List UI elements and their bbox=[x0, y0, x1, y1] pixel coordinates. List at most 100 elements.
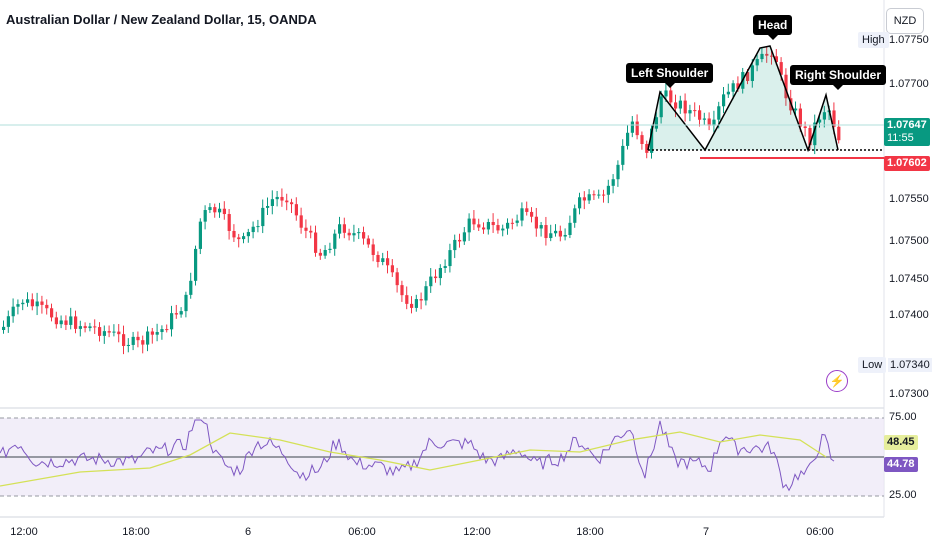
candle-body bbox=[21, 302, 25, 305]
candle-body bbox=[621, 145, 625, 165]
candle-body bbox=[587, 194, 591, 201]
countdown-timer: 11:55 bbox=[887, 132, 914, 144]
candle-body bbox=[765, 53, 769, 56]
candle-body bbox=[818, 119, 822, 123]
candle-body bbox=[837, 126, 841, 141]
candle-body bbox=[208, 207, 212, 211]
candle-body bbox=[102, 331, 106, 336]
candle-body bbox=[453, 239, 457, 251]
candle-body bbox=[563, 234, 567, 237]
candle-body bbox=[654, 117, 658, 129]
candle-body bbox=[458, 239, 462, 242]
candle-body bbox=[683, 100, 687, 114]
candle-body bbox=[630, 121, 634, 133]
candle-body bbox=[755, 59, 759, 66]
left-shoulder-label[interactable]: Left Shoulder bbox=[626, 63, 714, 88]
price-tick-high: 1.07750 bbox=[889, 34, 929, 46]
candle-body bbox=[83, 326, 87, 329]
candle-body bbox=[822, 112, 826, 120]
candle-body bbox=[506, 222, 510, 229]
candle-body bbox=[678, 100, 682, 109]
candle-body bbox=[717, 106, 721, 120]
currency-button[interactable]: NZD bbox=[886, 8, 924, 34]
candle-body bbox=[750, 65, 754, 81]
candle-body bbox=[779, 62, 783, 75]
candle-body bbox=[280, 196, 284, 201]
price-tick: 1.07550 bbox=[889, 193, 929, 205]
candle-body bbox=[635, 121, 639, 136]
candle-body bbox=[371, 244, 375, 255]
candle-body bbox=[515, 220, 519, 223]
candle-body bbox=[165, 329, 169, 331]
candle-body bbox=[290, 202, 294, 205]
candle-body bbox=[362, 232, 366, 239]
neckline-price-label: 1.07602 bbox=[884, 156, 930, 171]
candle-body bbox=[342, 224, 346, 233]
time-tick: 18:00 bbox=[576, 526, 604, 538]
candle-body bbox=[242, 236, 246, 240]
candle-body bbox=[534, 216, 538, 229]
candle-body bbox=[400, 285, 404, 296]
candle-body bbox=[347, 232, 351, 236]
candle-body bbox=[414, 299, 418, 308]
candle-body bbox=[318, 252, 322, 256]
rsi-ma-value: 48.45 bbox=[884, 435, 918, 450]
candle-body bbox=[386, 258, 390, 266]
candle-body bbox=[640, 135, 644, 144]
candle-body bbox=[93, 326, 97, 328]
candle-body bbox=[112, 331, 116, 333]
candle-body bbox=[357, 232, 361, 234]
candle-body bbox=[136, 336, 140, 341]
time-tick: 18:00 bbox=[122, 526, 150, 538]
candle-body bbox=[6, 316, 10, 327]
right-shoulder-label[interactable]: Right Shoulder bbox=[790, 65, 886, 90]
candle-body bbox=[798, 108, 802, 127]
candle-body bbox=[275, 196, 279, 200]
candle-body bbox=[270, 199, 274, 206]
candle-body bbox=[98, 327, 102, 336]
time-tick: 6 bbox=[244, 526, 252, 538]
candle-body bbox=[486, 222, 490, 230]
candle-body bbox=[333, 233, 337, 249]
candle-body bbox=[664, 90, 668, 97]
candle-body bbox=[266, 205, 270, 208]
candle-body bbox=[419, 299, 423, 301]
candle-body bbox=[746, 72, 750, 81]
candle-body bbox=[285, 200, 289, 203]
candle-body bbox=[232, 230, 236, 238]
candle-body bbox=[616, 164, 620, 180]
candle-body bbox=[467, 218, 471, 233]
time-tick: 12:00 bbox=[10, 526, 38, 538]
candle-body bbox=[794, 108, 798, 111]
candle-body bbox=[45, 304, 49, 309]
candle-body bbox=[64, 320, 68, 325]
candle-body bbox=[462, 232, 466, 242]
candle-body bbox=[117, 331, 121, 335]
candle-body bbox=[261, 207, 265, 227]
candle-body bbox=[803, 126, 807, 129]
candle-body bbox=[88, 326, 92, 329]
candle-body bbox=[78, 326, 82, 329]
candle-body bbox=[107, 331, 111, 333]
candle-body bbox=[146, 331, 150, 345]
price-tick: 1.07500 bbox=[889, 235, 929, 247]
candle-body bbox=[323, 249, 327, 256]
candle-body bbox=[770, 55, 774, 57]
candle-body bbox=[30, 299, 34, 307]
candle-body bbox=[496, 225, 500, 231]
flash-icon[interactable]: ⚡ bbox=[826, 370, 848, 392]
candle-body bbox=[184, 294, 188, 312]
candle-body bbox=[530, 211, 534, 217]
candle-body bbox=[774, 56, 778, 63]
candle-body bbox=[434, 276, 438, 279]
price-tick: 1.07700 bbox=[889, 78, 929, 90]
time-tick: 06:00 bbox=[806, 526, 834, 538]
head-label[interactable]: Head bbox=[753, 15, 793, 40]
candle-body bbox=[712, 119, 716, 126]
candle-body bbox=[194, 248, 198, 281]
candle-body bbox=[2, 326, 6, 330]
candle-body bbox=[141, 340, 145, 345]
candle-body bbox=[237, 237, 241, 240]
candle-body bbox=[218, 208, 222, 213]
